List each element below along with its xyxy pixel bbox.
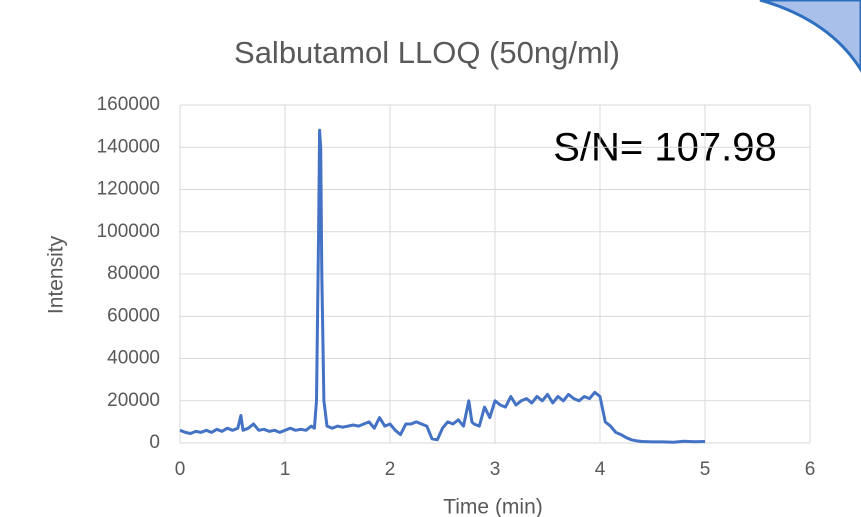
y-tick-label: 100000 xyxy=(97,221,160,242)
decoration xyxy=(759,0,861,73)
y-tick-label: 40000 xyxy=(107,348,160,369)
x-tick-label: 2 xyxy=(385,459,396,480)
y-axis-label: Intensity xyxy=(45,235,68,314)
x-axis-label: Time (min) xyxy=(443,496,543,517)
y-tick-label: 140000 xyxy=(97,136,160,157)
y-tick-label: 20000 xyxy=(107,390,160,411)
y-tick-label: 80000 xyxy=(107,263,160,284)
x-tick-label: 3 xyxy=(490,459,501,480)
x-tick-label: 5 xyxy=(700,459,711,480)
y-tick-label: 120000 xyxy=(97,179,160,200)
y-tick-label: 60000 xyxy=(107,305,160,326)
chart-title: Salbutamol LLOQ (50ng/ml) xyxy=(234,35,620,70)
x-tick-label: 6 xyxy=(805,459,816,480)
y-tick-label: 160000 xyxy=(97,94,160,115)
y-tick-label: 0 xyxy=(149,432,160,453)
x-tick-label: 4 xyxy=(595,459,606,480)
x-tick-label: 1 xyxy=(280,459,291,480)
data-line xyxy=(179,128,706,444)
x-tick-label: 0 xyxy=(175,459,186,480)
